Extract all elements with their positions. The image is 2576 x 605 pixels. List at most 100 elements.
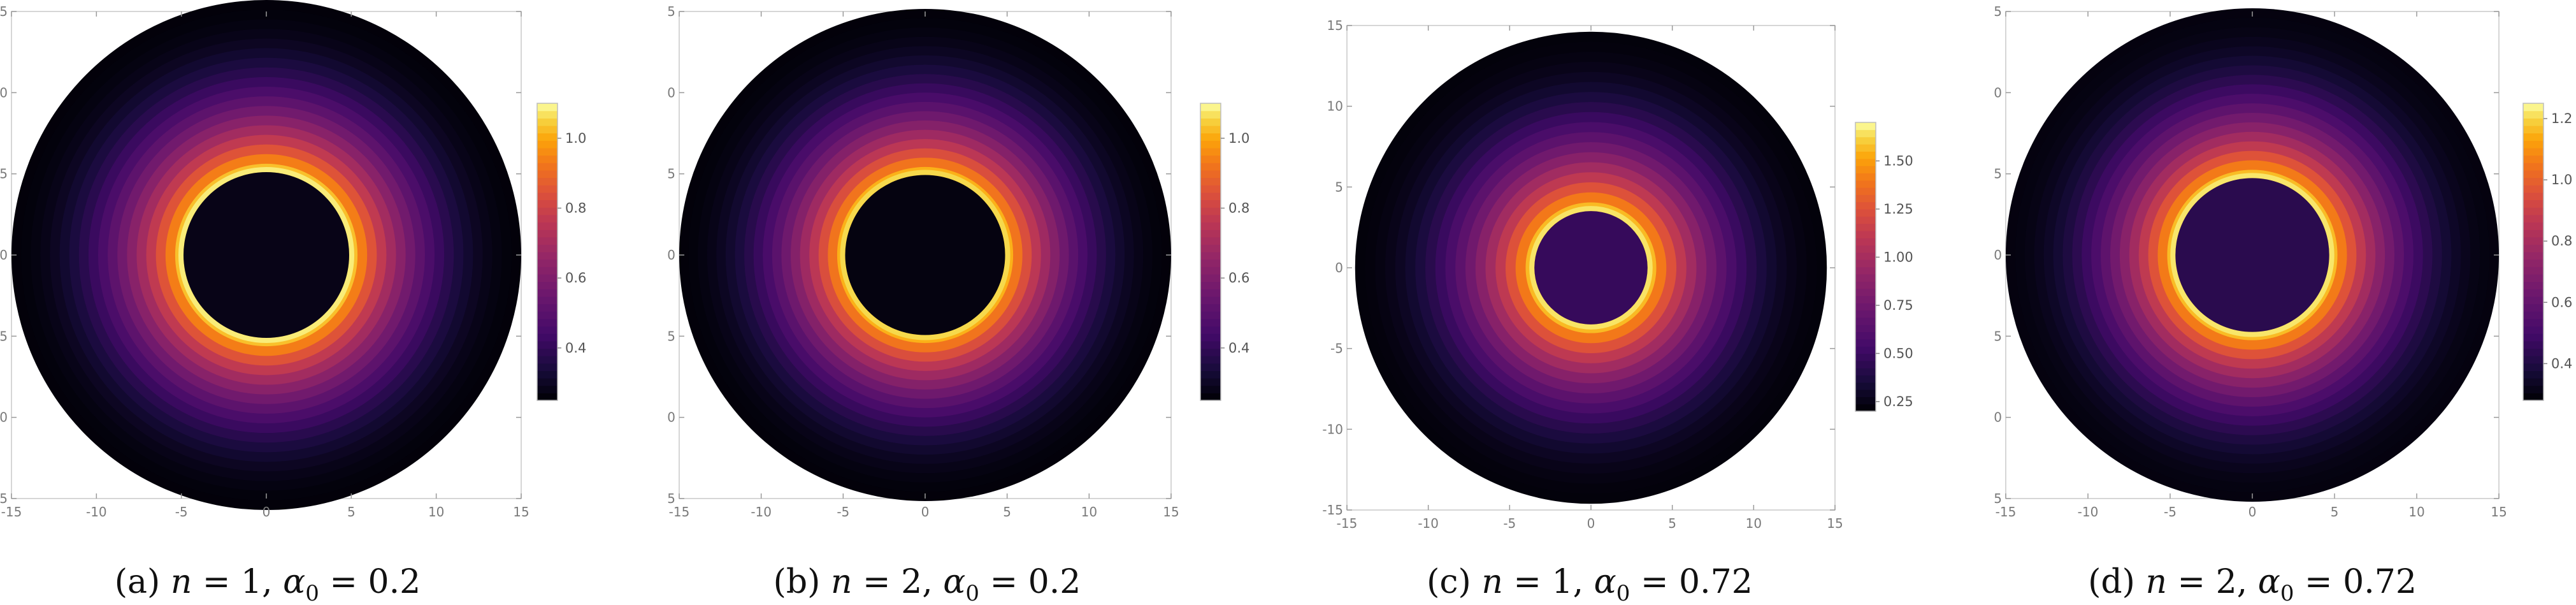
colorbar-segment — [2523, 177, 2544, 186]
colorbar-segment — [1855, 404, 1876, 412]
colorbar-segment — [2523, 348, 2544, 356]
y-tick-label: 0 — [667, 85, 675, 100]
colorbar-segment — [1855, 158, 1876, 166]
colorbar-segment — [537, 385, 558, 393]
caption-part: α — [2258, 563, 2280, 601]
colorbar-segment — [1200, 125, 1221, 134]
colorbar-segment — [1855, 382, 1876, 390]
y-tick-label: 5 — [0, 4, 8, 19]
y-tick-label: 0 — [667, 247, 675, 263]
y-tick-label: 15 — [1327, 18, 1343, 33]
colorbar-segment — [2523, 163, 2544, 171]
y-tick-label: 5 — [1994, 491, 2002, 506]
colorbar-segment — [1200, 133, 1221, 141]
x-tick-label: 0 — [921, 504, 930, 520]
y-tick-label: 0 — [667, 410, 675, 425]
colorbar-segment — [1855, 353, 1876, 361]
colorbar-segment — [1200, 170, 1221, 179]
colorbar-segment — [1200, 244, 1221, 252]
colorbar-segment — [1200, 385, 1221, 393]
colorbar-segment — [2523, 340, 2544, 349]
inner-core — [2175, 178, 2329, 332]
caption-part: = 2, — [2167, 563, 2258, 601]
x-tick-label: 10 — [2408, 504, 2424, 520]
x-tick-label: 15 — [513, 504, 529, 520]
colorbar-segment — [1855, 122, 1876, 130]
x-tick-label: -15 — [669, 504, 690, 520]
colorbar-segment — [1855, 390, 1876, 397]
colorbar-tick-label: 0.8 — [2551, 233, 2572, 249]
colorbar-segment — [2523, 370, 2544, 379]
x-tick-label: 5 — [1668, 516, 1676, 531]
colorbar-segment — [1855, 194, 1876, 203]
colorbar-segment — [1855, 151, 1876, 159]
x-tick-label: -5 — [837, 504, 849, 520]
colorbar-segment — [2523, 214, 2544, 222]
colorbar-segment — [537, 140, 558, 149]
colorbar-tick-label: 1.0 — [565, 131, 586, 146]
x-tick-label: -10 — [2078, 504, 2099, 520]
peak-ring — [1529, 206, 1653, 330]
colorbar-segment — [537, 363, 558, 371]
colorbar-segment — [1855, 223, 1876, 231]
caption-part: n — [2145, 563, 2167, 601]
colorbar-segment — [537, 370, 558, 379]
colorbar-segment — [2523, 207, 2544, 215]
y-tick-label: 5 — [667, 4, 675, 19]
x-tick-label: -15 — [1, 504, 22, 520]
caption-part: α — [283, 563, 305, 601]
caption-part: = 0.72 — [2294, 563, 2417, 601]
colorbar-segment — [2523, 266, 2544, 275]
colorbar-segment — [537, 340, 558, 349]
colorbar-segment — [1855, 230, 1876, 238]
colorbar-segment — [2523, 118, 2544, 126]
colorbar-segment — [1855, 266, 1876, 275]
colorbar-segment — [1855, 288, 1876, 296]
caption-part: = 0.2 — [319, 563, 421, 601]
panel-caption: (a) n = 1, α0 = 0.2 — [115, 563, 421, 605]
colorbar-segment — [2523, 296, 2544, 305]
colorbar-segment — [2523, 356, 2544, 364]
colorbar-tick-label: 0.6 — [2551, 295, 2572, 310]
colorbar-tick-label: 0.8 — [565, 200, 586, 215]
y-tick-label: 0 — [1994, 247, 2002, 263]
colorbar-segment — [1200, 393, 1221, 401]
colorbar-segment — [1200, 155, 1221, 163]
colorbar-segment — [537, 125, 558, 134]
colorbar-segment — [2523, 133, 2544, 141]
colorbar-segment — [537, 147, 558, 156]
colorbar-segment — [2523, 230, 2544, 238]
caption-part: = 0.2 — [979, 563, 1081, 601]
colorbar-segment — [2523, 378, 2544, 386]
colorbar-segment — [1200, 356, 1221, 364]
colorbar-tick-label: 0.50 — [1883, 346, 1913, 361]
colorbar-segment — [1855, 173, 1876, 181]
colorbar-segment — [537, 222, 558, 230]
colorbar-segment — [1200, 163, 1221, 171]
colorbar-segment — [2523, 155, 2544, 163]
colorbar-segment — [2523, 103, 2544, 112]
colorbar-segment — [1855, 136, 1876, 145]
colorbar-segment — [537, 163, 558, 171]
y-tick-label: -10 — [1322, 421, 1343, 437]
colorbar-segment — [2523, 170, 2544, 179]
caption-part: 0 — [2280, 581, 2294, 605]
x-tick-label: -5 — [1503, 516, 1516, 531]
colorbar-segment — [1855, 339, 1876, 347]
colorbar-segment — [1200, 200, 1221, 208]
chart-panel-b: -15 -10 -5 0 5 10 15 5 0 5 0 5 0 5 0.4 0.6 0.8 1.0 (b) n =… — [667, 4, 1249, 605]
colorbar-segment — [1855, 324, 1876, 333]
colorbar-tick-label: 0.6 — [565, 270, 586, 286]
y-tick-label: 0 — [1994, 85, 2002, 100]
y-tick-label: 10 — [1327, 99, 1343, 114]
colorbar-segment — [1200, 289, 1221, 297]
x-tick-label: -15 — [1337, 516, 1358, 531]
colorbar-segment — [1855, 360, 1876, 368]
y-tick-label: 5 — [1335, 179, 1343, 194]
colorbar-tick-label: 0.75 — [1883, 298, 1913, 313]
colorbar-tick-label: 1.00 — [1883, 249, 1913, 265]
caption-part: 0 — [965, 581, 979, 605]
colorbar-segment — [1200, 266, 1221, 275]
x-tick-label: 0 — [263, 504, 271, 520]
colorbar-segment — [1200, 326, 1221, 334]
